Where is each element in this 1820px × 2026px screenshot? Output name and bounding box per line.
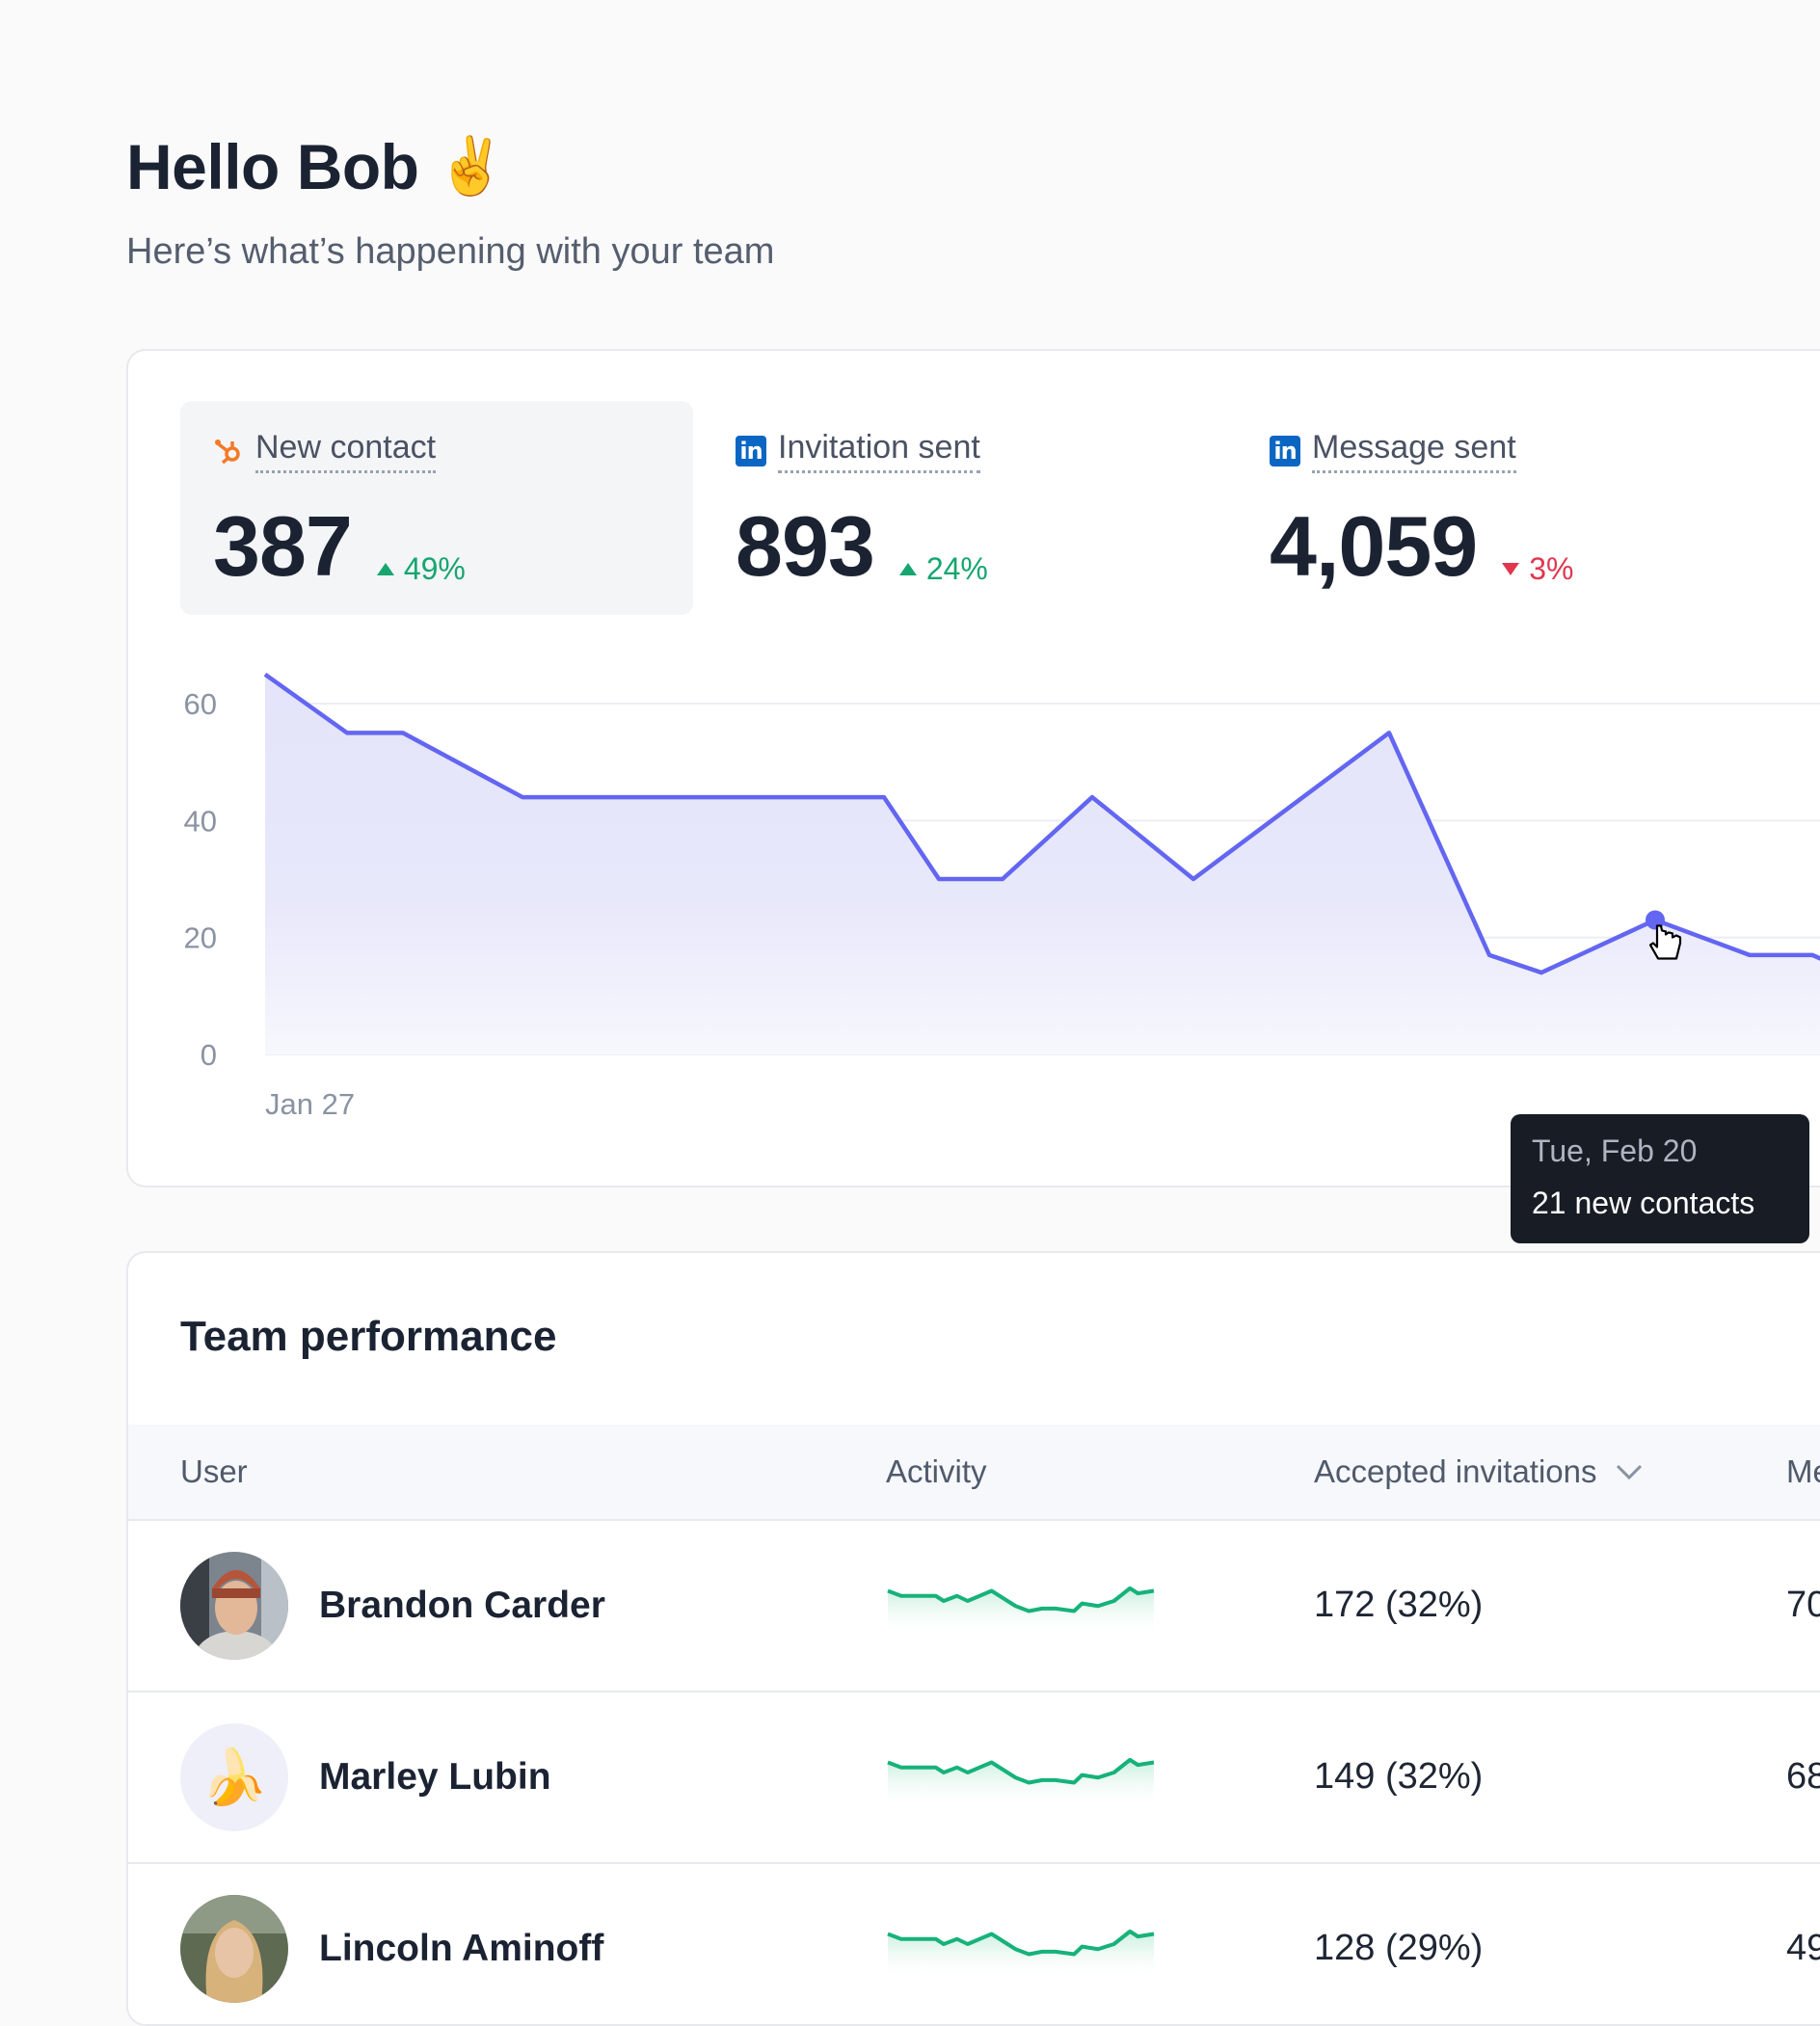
table-row[interactable]: Brandon Carder 172 (32%) 70: [128, 1521, 1820, 1693]
new-contacts-area-chart[interactable]: 60 40 20 0 Jan 27: [128, 659, 1820, 1160]
linkedin-icon: in: [736, 435, 766, 467]
x-tick-label: Jan 27: [265, 1087, 355, 1121]
area-fill: [265, 674, 1820, 1054]
table-row[interactable]: Lincoln Aminoff 128 (29%) 49: [128, 1864, 1820, 2024]
activity-sparkline: [887, 1586, 1155, 1637]
tooltip-value: 21 new contacts: [1532, 1186, 1755, 1220]
team-performance-card: Team performance User Activity Accepted …: [126, 1251, 1820, 2026]
hubspot-icon: [215, 439, 240, 464]
y-tick-label: 40: [184, 804, 217, 838]
messages-value: 49: [1786, 1928, 1820, 1968]
user-name: Brandon Carder: [319, 1585, 605, 1626]
stat-value: 4,059: [1270, 498, 1478, 594]
delta-text: 3%: [1529, 551, 1574, 586]
accepted-invitations-value: 149 (32%): [1314, 1756, 1484, 1797]
stat-label: Message sent: [1312, 428, 1516, 473]
tooltip-date: Tue, Feb 20: [1532, 1133, 1698, 1168]
accepted-invitations-value: 172 (32%): [1314, 1585, 1484, 1625]
section-title: Team performance: [180, 1313, 557, 1360]
stat-value: 387: [213, 498, 353, 594]
column-header-messages[interactable]: Me: [1786, 1453, 1820, 1489]
table-header: User Activity Accepted invitations Me: [128, 1425, 1820, 1521]
messages-value: 70: [1786, 1585, 1820, 1625]
activity-sparkline: [887, 1929, 1155, 1980]
page-title: Hello Bob ✌️: [126, 125, 774, 208]
stat-new-contact[interactable]: New contact 387 49%: [180, 401, 693, 615]
avatar: [180, 1895, 288, 2003]
sparkline-line: [887, 1757, 1155, 1785]
delta-text: 49%: [403, 551, 466, 586]
peace-hand-icon: ✌️: [436, 135, 506, 198]
stat-value: 893: [736, 498, 875, 594]
sparkline-line: [887, 1586, 1155, 1613]
y-tick-label: 0: [201, 1038, 217, 1072]
stat-delta: 24%: [898, 551, 988, 587]
hand-cursor-icon: [1648, 924, 1682, 960]
table-row[interactable]: 🍌 Marley Lubin 149 (32%) 68: [128, 1693, 1820, 1864]
accepted-invitations-value: 128 (29%): [1314, 1928, 1484, 1968]
sparkline-line: [887, 1929, 1155, 1957]
stat-invitation-sent[interactable]: in Invitation sent 893 24%: [703, 401, 1216, 615]
avatar: [180, 1552, 288, 1660]
stat-delta: 49%: [376, 551, 466, 587]
activity-sparkline: [887, 1757, 1155, 1808]
stats-card: New contact 387 49% in Invitation sent 8…: [126, 349, 1820, 1243]
page-subtitle: Here’s what’s happening with your team: [126, 231, 775, 272]
banana-icon: 🍌: [201, 1746, 268, 1807]
chevron-down-icon[interactable]: [1615, 1462, 1644, 1481]
column-header-activity[interactable]: Activity: [886, 1453, 987, 1489]
series-line: [263, 672, 1820, 975]
y-tick-label: 20: [184, 921, 217, 955]
arrow-down-icon: [1502, 563, 1520, 575]
y-tick-label: 60: [184, 687, 217, 721]
arrow-up-icon: [898, 563, 917, 575]
user-name: Lincoln Aminoff: [319, 1928, 604, 1969]
column-header-user[interactable]: User: [180, 1453, 248, 1489]
column-header-accepted-invitations[interactable]: Accepted invitations: [1314, 1453, 1644, 1490]
stat-delta: 3%: [1502, 551, 1573, 587]
stat-label: New contact: [255, 428, 437, 473]
greeting-text: Hello Bob: [126, 131, 419, 202]
avatar: 🍌: [180, 1723, 288, 1831]
chart-tooltip: Tue, Feb 20 21 new contacts: [1511, 1114, 1809, 1243]
messages-value: 68: [1786, 1756, 1820, 1797]
user-name: Marley Lubin: [319, 1756, 551, 1798]
sparkline-fill: [888, 1759, 1154, 1808]
stat-message-sent[interactable]: in Message sent 4,059 3%: [1237, 401, 1750, 615]
stat-label: Invitation sent: [778, 428, 980, 473]
sparkline-fill: [888, 1931, 1154, 1980]
greeting: Hello Bob ✌️ Here’s what’s happening wit…: [126, 125, 774, 273]
sparkline-fill: [888, 1587, 1154, 1637]
arrow-up-icon: [376, 563, 394, 575]
linkedin-icon: in: [1270, 435, 1300, 467]
delta-text: 24%: [925, 551, 988, 586]
